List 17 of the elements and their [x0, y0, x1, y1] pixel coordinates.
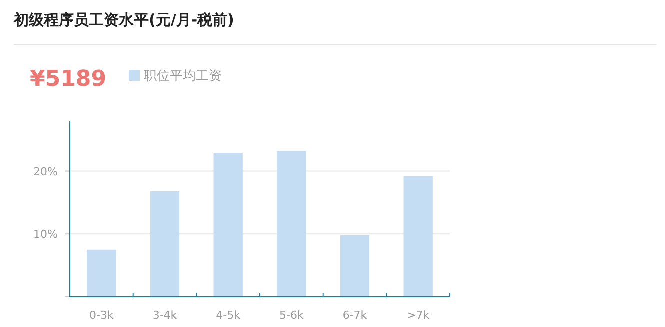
chart-title: 初级程序员工资水平(元/月-税前) [13, 11, 234, 29]
bar [150, 191, 180, 297]
bar [340, 235, 370, 297]
bar [87, 250, 116, 297]
x-tick-label: 5-6k [279, 309, 304, 322]
x-tick-label: 3-4k [152, 309, 178, 322]
bar [404, 176, 433, 297]
legend-label: 职位平均工资 [144, 69, 222, 84]
bar [277, 151, 306, 297]
text: ¥5189 [30, 67, 107, 92]
x-tick-label: 4-5k [216, 309, 242, 322]
bar [214, 153, 243, 297]
x-tick-label: >7k [407, 309, 430, 322]
x-tick-label: 0-3k [89, 309, 114, 322]
y-tick-label: 20% [34, 165, 58, 178]
x-tick-label: 6-7k [342, 309, 368, 322]
y-tick-label: 10% [34, 228, 58, 242]
